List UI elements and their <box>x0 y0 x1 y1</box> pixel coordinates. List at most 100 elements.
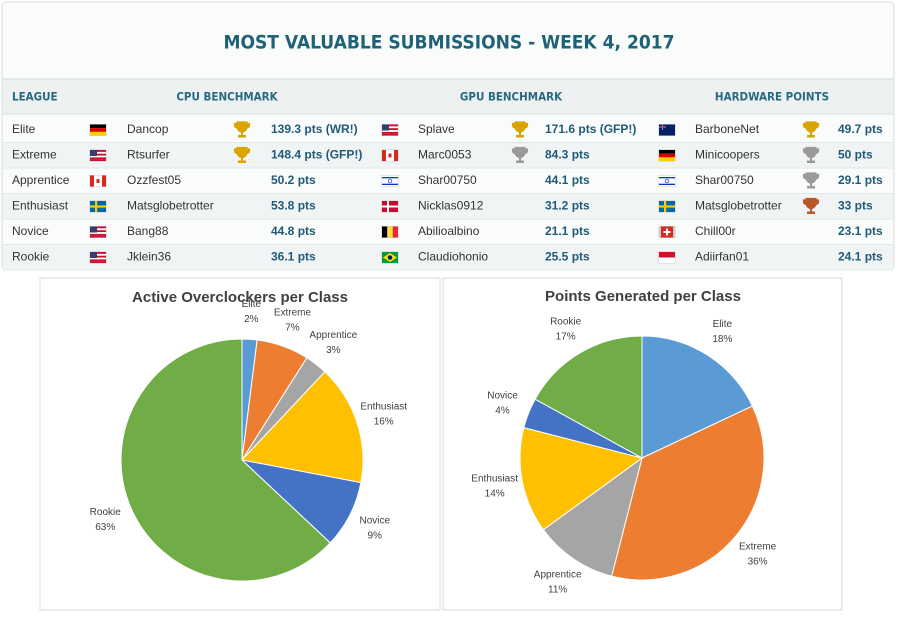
league-cell: Novice <box>12 224 49 238</box>
league-cell: Enthusiast <box>12 199 69 213</box>
chart-title: Points Generated per Class <box>545 288 741 305</box>
league-cell: Rookie <box>12 250 50 264</box>
score-cell: 139.3 pts (WR!) <box>271 122 358 136</box>
trophy-stem <box>810 157 812 161</box>
flag <box>658 175 676 187</box>
flag-part <box>382 150 386 161</box>
trophy-cup <box>802 121 820 133</box>
user-cell: Shar00750 <box>695 173 754 187</box>
score-cell: 50.2 pts <box>271 173 316 187</box>
flag-part <box>90 252 97 258</box>
slice-label: Elite <box>242 299 262 310</box>
slice-label: Elite <box>713 319 733 330</box>
trophy-icon <box>511 146 529 163</box>
flag <box>658 226 676 238</box>
flag-part <box>382 183 398 185</box>
trophy-stem <box>810 132 812 135</box>
flag-part <box>382 175 398 187</box>
trophy-cup <box>802 172 820 184</box>
flag-part <box>90 255 106 258</box>
slice-label: Novice <box>359 515 390 526</box>
pie-slice <box>641 335 754 459</box>
trophy-base <box>807 186 815 189</box>
flag <box>89 251 107 264</box>
flag-part <box>90 150 97 156</box>
user-cell: Chill00r <box>695 224 736 238</box>
slice-label: Extreme <box>274 307 312 318</box>
user-cell: BarboneNet <box>695 122 760 136</box>
slice-value-label: 4% <box>495 405 510 416</box>
flag-part <box>659 175 675 187</box>
flag <box>381 251 399 264</box>
slice-label: Enthusiast <box>360 402 407 413</box>
user-cell: Shar00750 <box>418 173 477 187</box>
user-cell: Matsglobetrotter <box>127 199 214 213</box>
flag-part <box>90 128 106 132</box>
flag <box>89 124 107 136</box>
trophy-icon <box>802 197 820 214</box>
flag-part <box>664 178 670 184</box>
trophy-cup <box>233 121 251 133</box>
trophy-base <box>238 135 246 138</box>
flag <box>381 175 399 187</box>
flag-part <box>659 252 675 258</box>
flag-part <box>659 153 675 158</box>
trophy-stem <box>241 157 243 161</box>
slice-label: Novice <box>487 390 518 401</box>
slice-value-label: 17% <box>556 332 576 343</box>
column-header: LEAGUE <box>12 90 58 104</box>
flag-part <box>659 124 675 136</box>
user-cell: Adiirfan01 <box>695 250 749 264</box>
flag-part <box>663 231 671 233</box>
flag-part <box>90 226 97 233</box>
trophy-icon <box>802 146 820 163</box>
flag-part <box>382 131 398 134</box>
flag-part <box>90 150 106 152</box>
pie-slice <box>519 427 644 531</box>
pie-slice <box>241 371 364 484</box>
slice-label: Enthusiast <box>471 474 518 485</box>
slice-label: Rookie <box>90 507 122 518</box>
flag-part <box>382 226 388 238</box>
flag-part <box>90 153 106 156</box>
flag-part <box>382 124 398 127</box>
flag-part <box>90 252 106 254</box>
flag-part <box>90 261 106 263</box>
trophy-stem <box>810 208 812 212</box>
flag-part <box>90 131 106 136</box>
trophy-icon <box>802 121 820 138</box>
flag-part <box>102 175 106 187</box>
score-cell: 24.1 pts <box>838 250 883 264</box>
trophy-stem <box>810 183 812 186</box>
slice-value-label: 16% <box>374 417 394 428</box>
score-cell: 44.8 pts <box>271 224 316 238</box>
user-cell: Splave <box>418 122 455 136</box>
flag <box>658 251 676 264</box>
trophy-cup <box>802 146 820 159</box>
slice-value-label: 11% <box>548 585 567 596</box>
score-cell: 33 pts <box>838 199 873 213</box>
flag-part <box>96 179 100 183</box>
flag <box>89 149 107 162</box>
score-cell: 23.1 pts <box>838 224 883 238</box>
page-title: MOST VALUABLE SUBMISSIONS - WEEK 4, 2017 <box>223 32 674 54</box>
score-cell: 36.1 pts <box>271 250 316 264</box>
slice-label: Rookie <box>550 317 582 328</box>
score-cell: 84.3 pts <box>545 148 590 162</box>
flag <box>381 226 399 238</box>
user-cell: Jklein36 <box>127 250 171 264</box>
flag <box>658 149 676 162</box>
league-cell: Extreme <box>12 148 57 162</box>
flag-part <box>382 124 389 131</box>
flag <box>658 124 676 136</box>
slice-value-label: 3% <box>326 345 341 356</box>
slice-value-label: 9% <box>368 530 383 541</box>
flag <box>658 200 676 213</box>
trophy-base <box>516 160 524 163</box>
slice-value-label: 7% <box>285 322 300 333</box>
slice-label: Apprentice <box>309 330 357 341</box>
pie-slice <box>120 338 331 582</box>
user-cell: Dancop <box>127 122 169 136</box>
